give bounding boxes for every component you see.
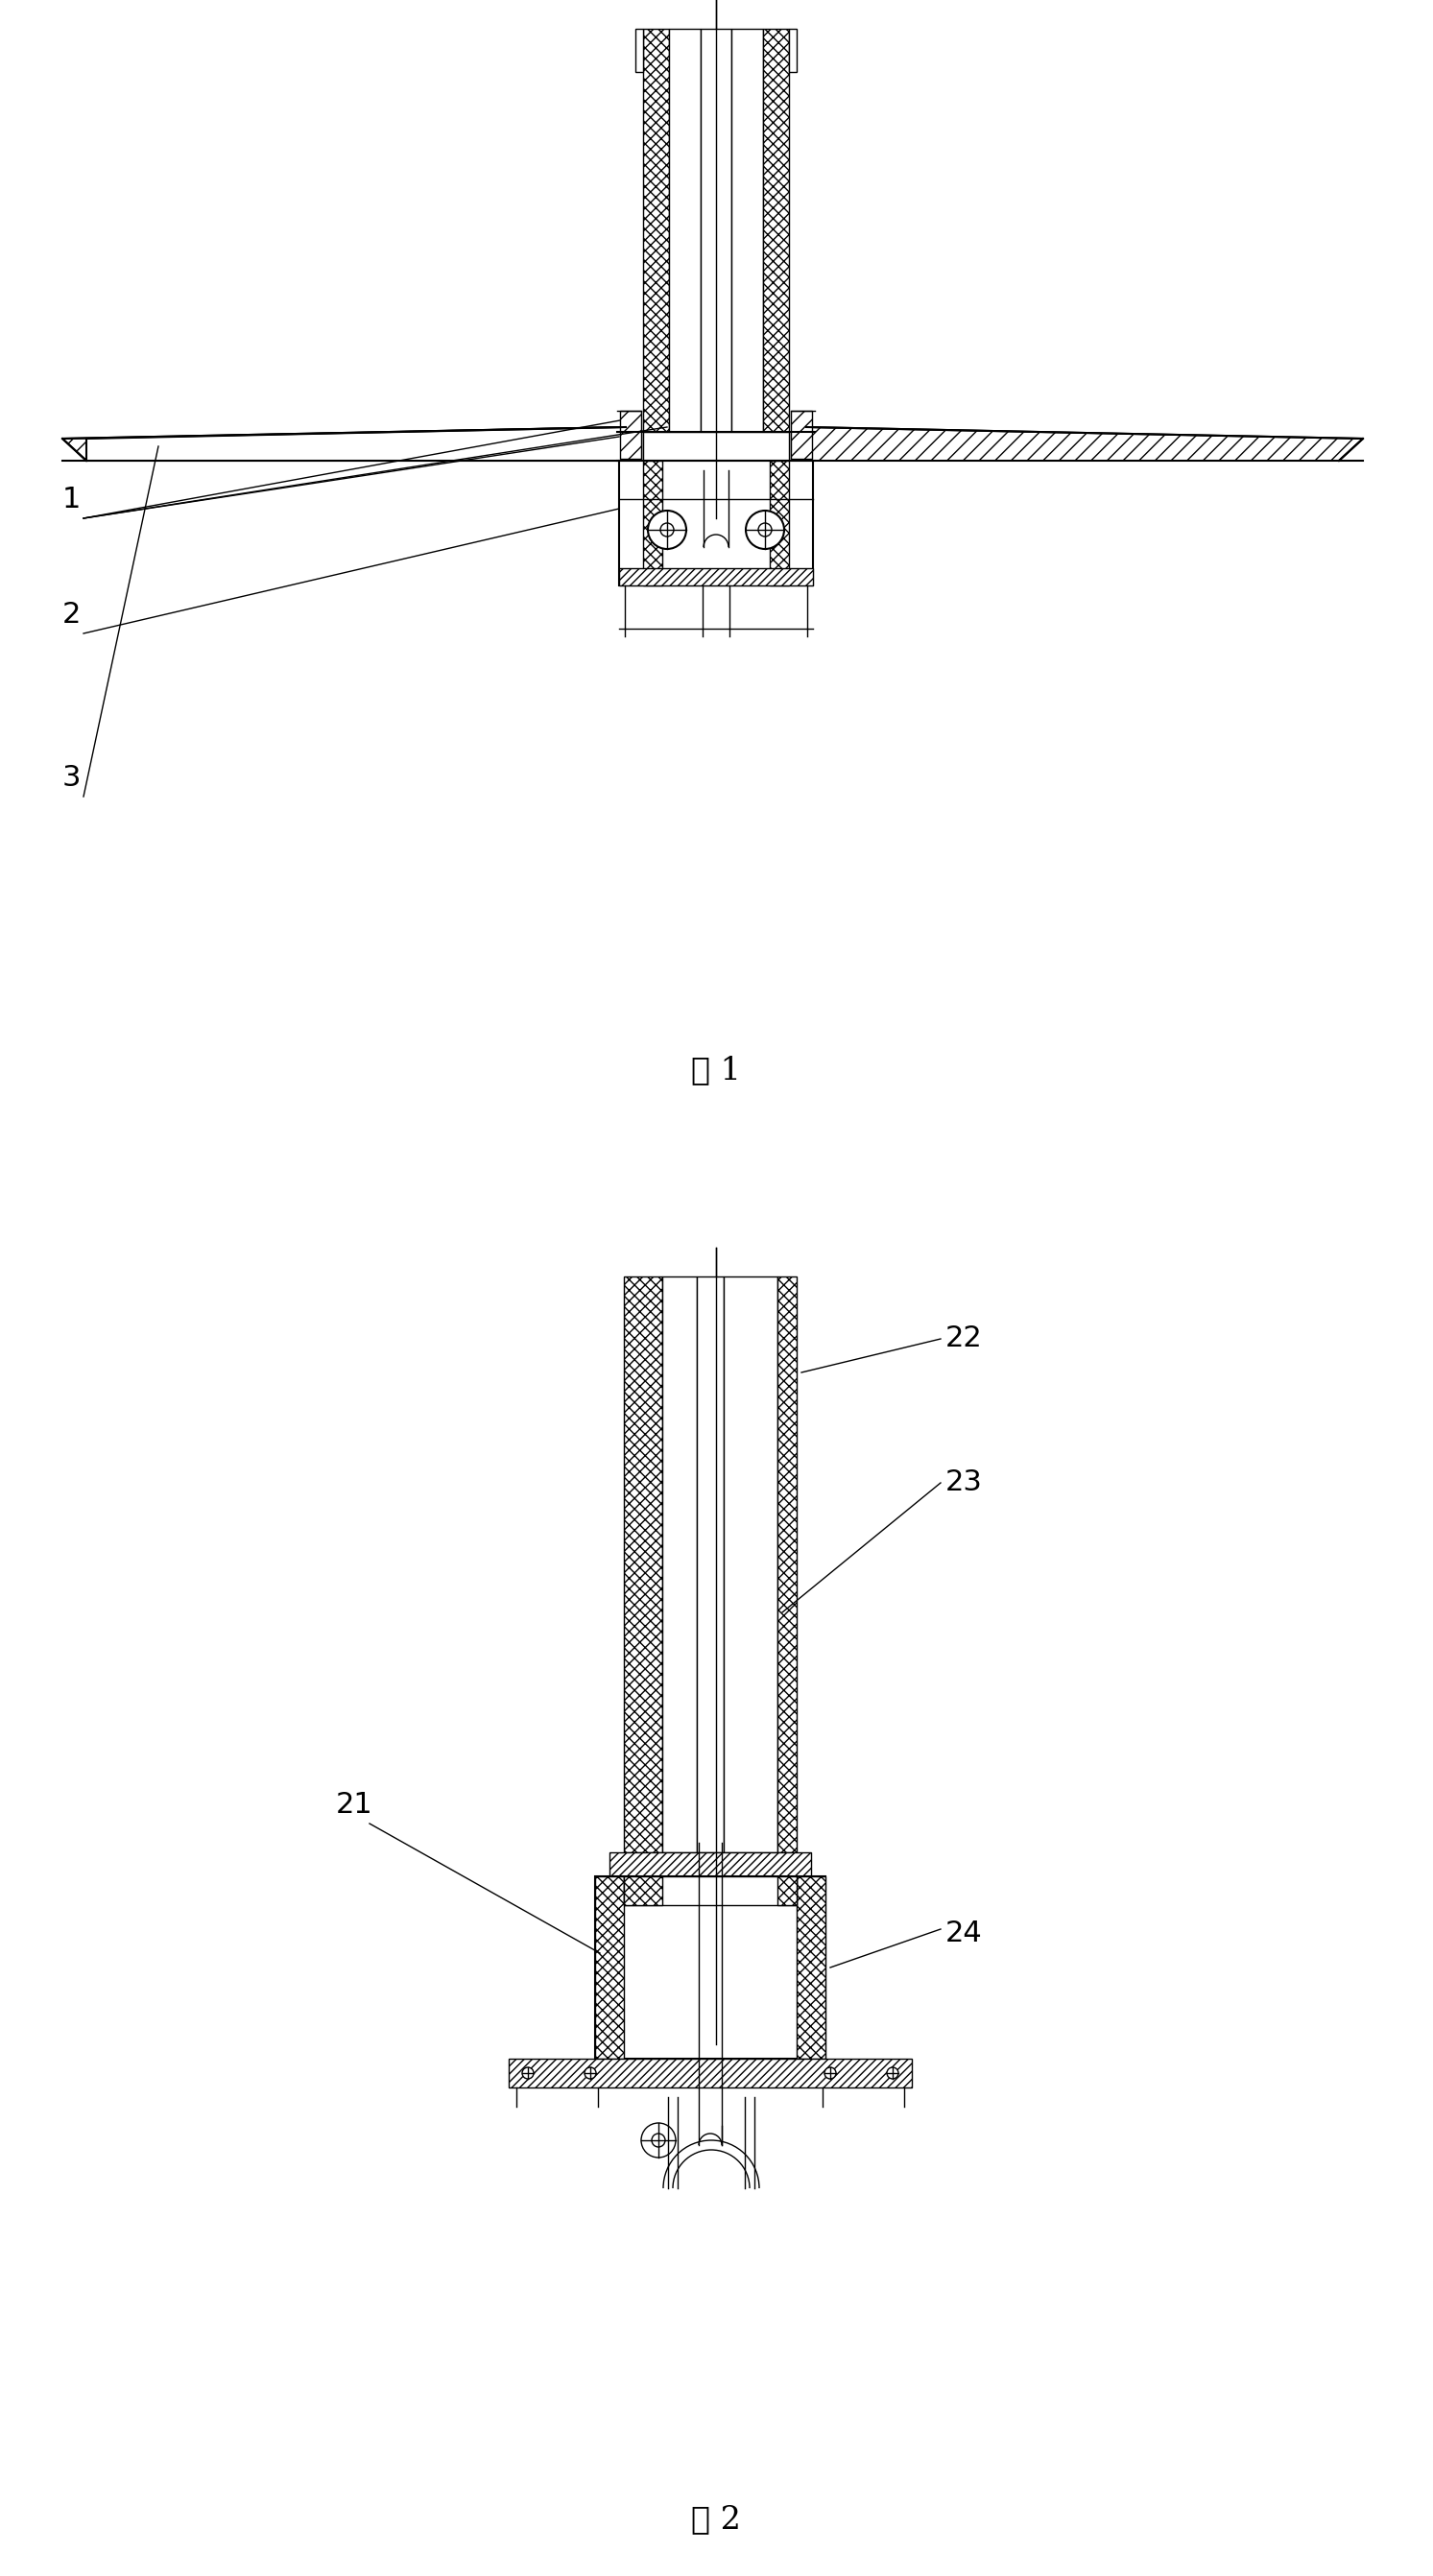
Bar (595, 1875, 825, 2058)
Bar (778, 1278, 797, 1852)
Bar (770, 461, 790, 585)
Circle shape (648, 510, 686, 549)
Bar (762, 28, 790, 471)
Polygon shape (63, 428, 626, 461)
Circle shape (758, 523, 772, 536)
Text: 1: 1 (63, 487, 82, 513)
Bar (609, 1852, 811, 1875)
Bar (635, 28, 643, 72)
Text: 24: 24 (946, 1919, 983, 1947)
Text: 23: 23 (946, 1468, 983, 1497)
Bar (509, 2058, 911, 2087)
Bar (791, 410, 813, 459)
Bar (778, 1875, 797, 1906)
Bar (643, 28, 669, 471)
Bar (662, 1278, 696, 1852)
Bar (797, 1875, 825, 2058)
Bar (696, 1278, 724, 1852)
Bar (620, 410, 641, 459)
Bar (669, 28, 701, 471)
Text: 21: 21 (335, 1790, 373, 1819)
Polygon shape (86, 428, 626, 461)
Bar (623, 1278, 662, 1852)
Bar (643, 433, 790, 500)
Text: 图 2: 图 2 (691, 2504, 741, 2535)
Circle shape (641, 2123, 676, 2159)
Bar (619, 461, 813, 585)
Bar (623, 1875, 662, 1906)
Circle shape (522, 2069, 533, 2079)
Bar (595, 1875, 623, 2058)
Circle shape (661, 523, 674, 536)
Bar (623, 1875, 797, 1906)
Polygon shape (807, 428, 1363, 461)
Text: 2: 2 (63, 600, 82, 629)
Bar (790, 28, 797, 72)
Bar (643, 461, 662, 585)
Bar (724, 1278, 778, 1852)
Circle shape (887, 2069, 898, 2079)
Circle shape (824, 2069, 835, 2079)
Circle shape (585, 2069, 596, 2079)
Bar (731, 28, 762, 471)
Bar (619, 569, 813, 585)
Text: 图 1: 图 1 (691, 1054, 741, 1084)
Text: 3: 3 (63, 765, 82, 791)
Circle shape (652, 2133, 665, 2146)
Text: 22: 22 (946, 1324, 983, 1352)
Circle shape (745, 510, 784, 549)
Bar (701, 28, 731, 471)
